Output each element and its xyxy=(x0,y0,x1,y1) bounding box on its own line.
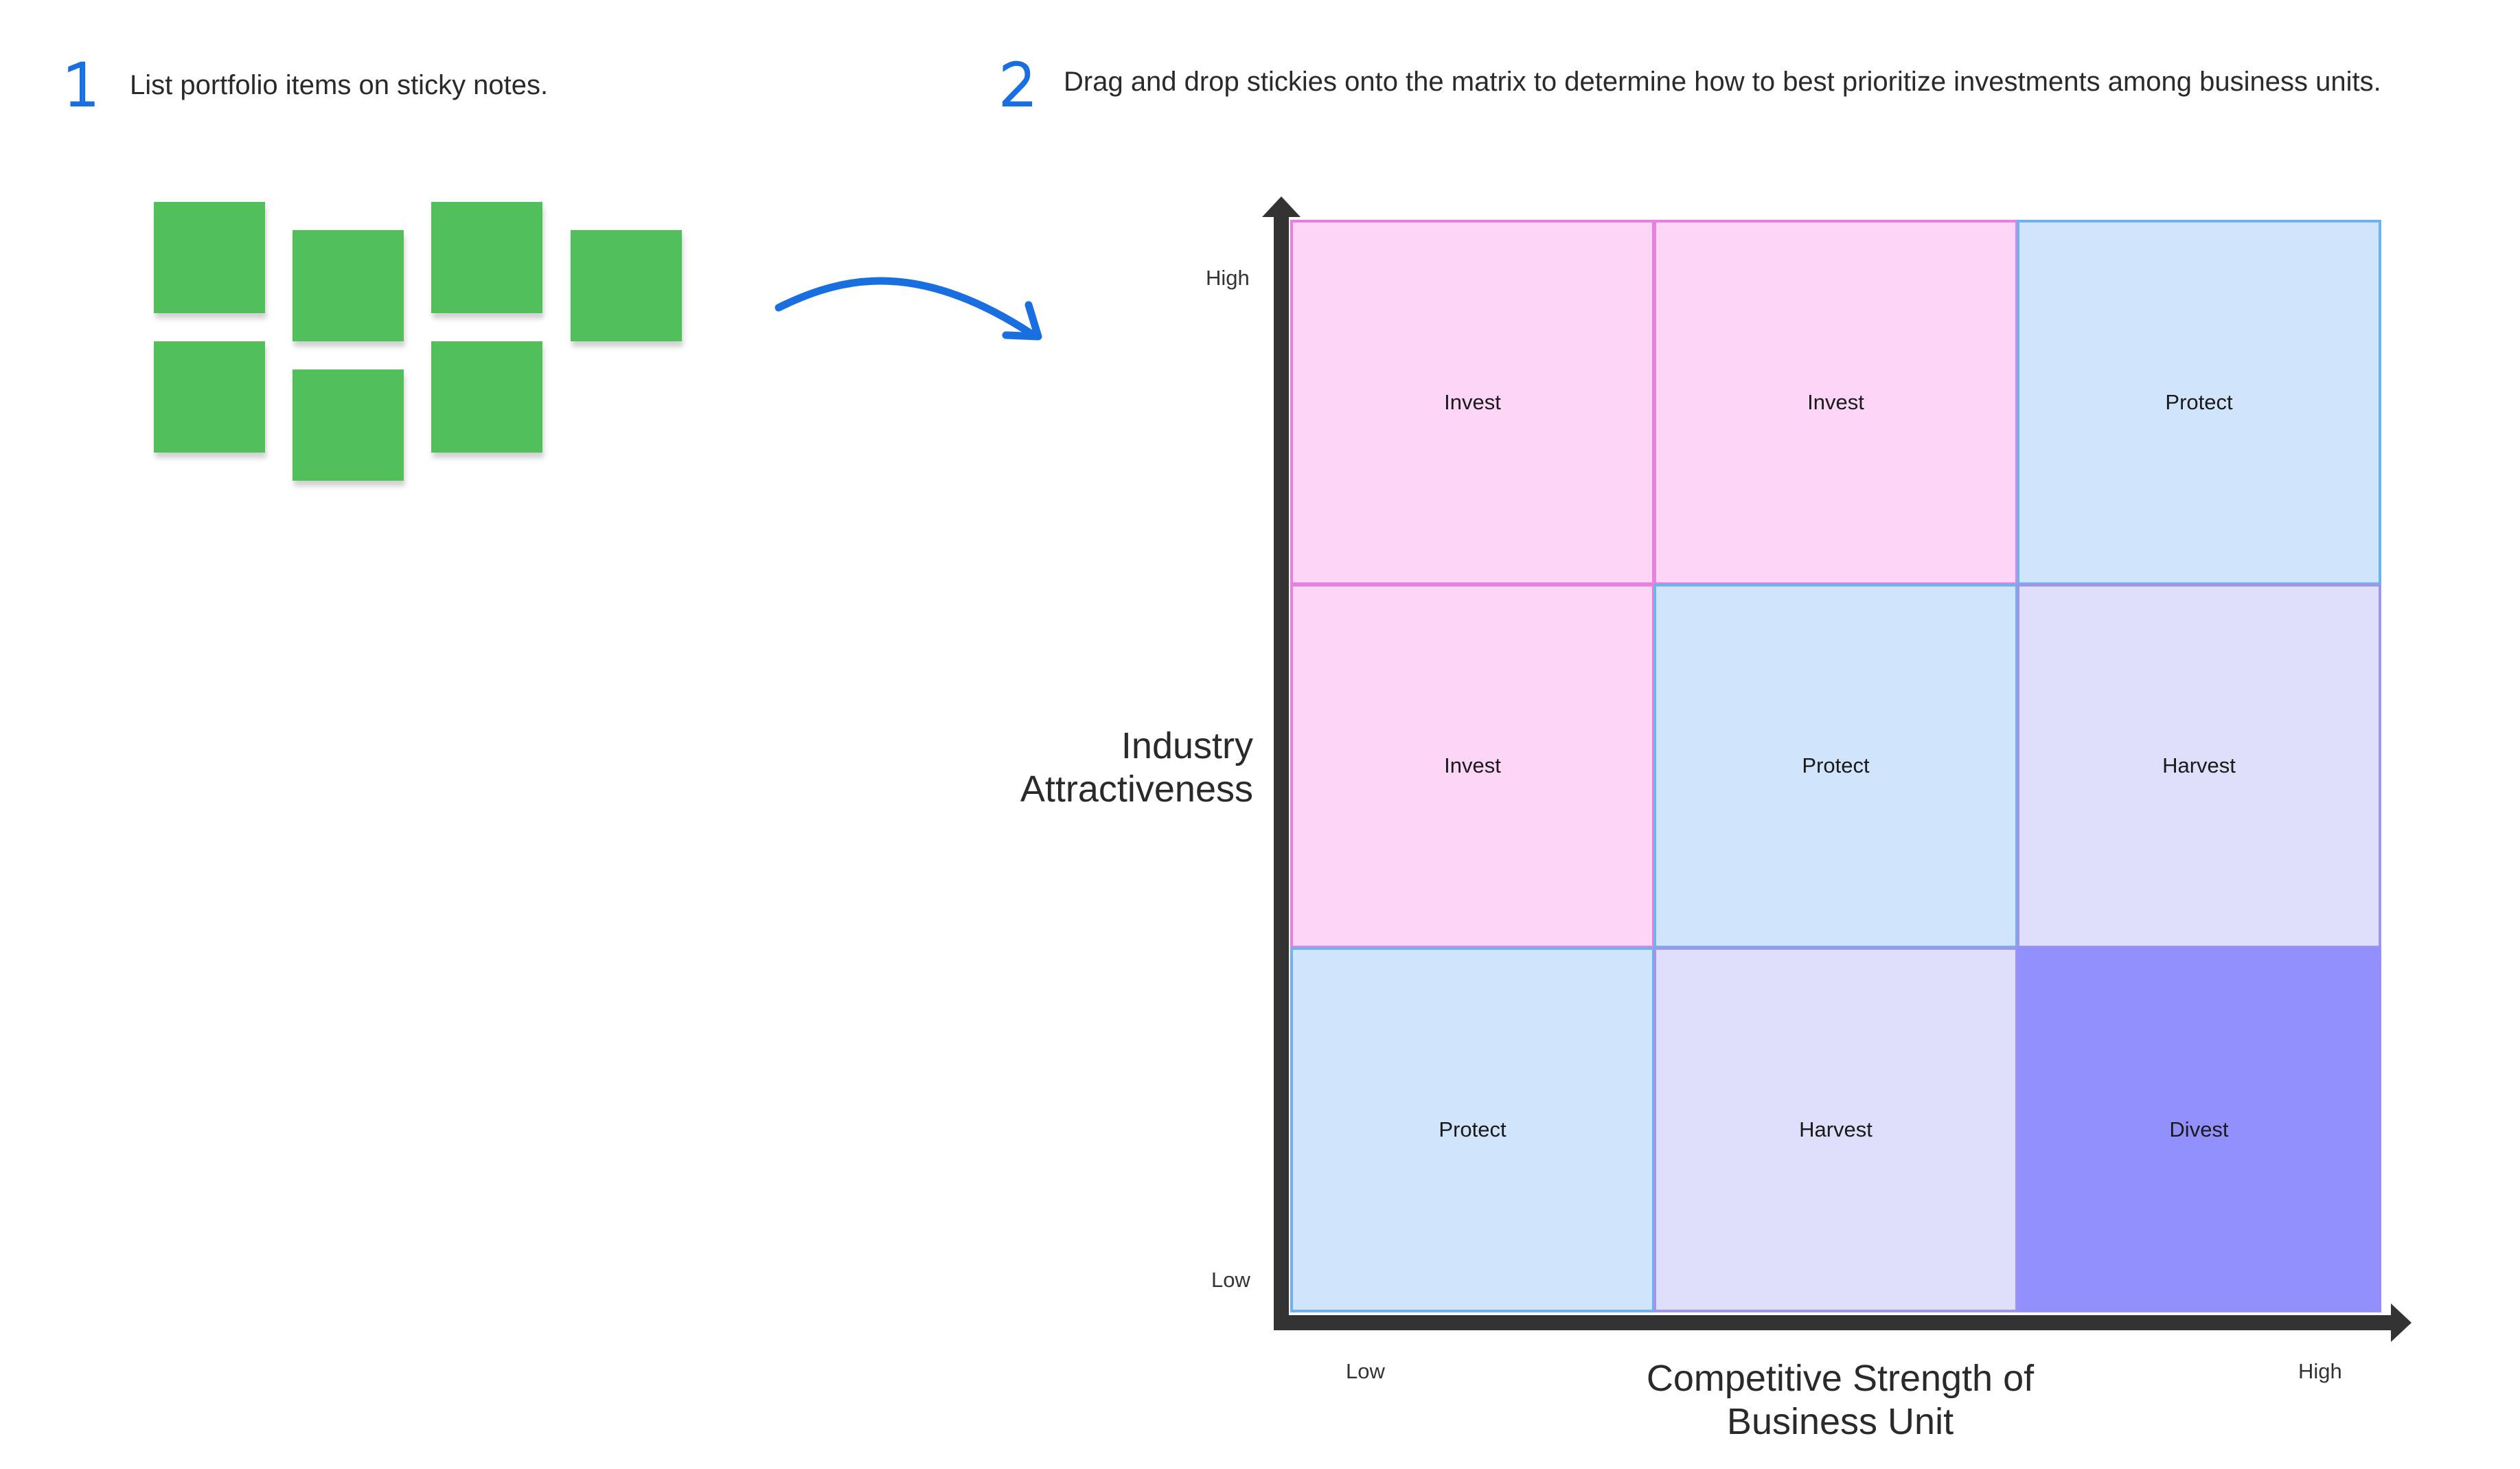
y-axis-arrowhead xyxy=(1262,196,1301,217)
matrix-cell-harvest[interactable]: Harvest xyxy=(2017,583,2381,948)
step-1-number: 1 xyxy=(62,52,101,119)
matrix-cell-label: Protect xyxy=(1802,753,1870,778)
x-axis-title-line1: Competitive Strength of xyxy=(1646,1358,2035,1399)
matrix-cell-label: Protect xyxy=(1439,1117,1507,1141)
x-axis-arrowhead xyxy=(2391,1303,2412,1342)
matrix-cell-label: Protect xyxy=(2165,389,2233,414)
x-axis-title-line2: Business Unit xyxy=(1726,1400,1954,1442)
matrix-cell-label: Invest xyxy=(1444,753,1501,778)
sticky-note[interactable] xyxy=(571,230,682,341)
sticky-note[interactable] xyxy=(431,202,542,313)
matrix-cell-label: Invest xyxy=(1807,389,1864,414)
step-2-number: 2 xyxy=(998,52,1038,119)
matrix-cell-protect[interactable]: Protect xyxy=(2017,220,2381,585)
y-axis-title-line2: Attractiveness xyxy=(1020,768,1253,810)
x-axis-high-label: High xyxy=(2298,1359,2342,1383)
y-axis-title-line1: Industry xyxy=(1121,725,1253,766)
matrix-cell-divest[interactable]: Divest xyxy=(2017,947,2381,1312)
matrix-cell-label: Harvest xyxy=(2162,753,2236,778)
matrix-cell-harvest[interactable]: Harvest xyxy=(1653,947,2018,1312)
matrix-cell-protect[interactable]: Protect xyxy=(1290,947,1655,1312)
sticky-note[interactable] xyxy=(293,230,404,341)
sticky-note[interactable] xyxy=(431,341,542,453)
sticky-note[interactable] xyxy=(154,202,265,313)
x-axis-low-label: Low xyxy=(1346,1359,1385,1383)
x-axis-title: Competitive Strength of Business Unit xyxy=(1634,1357,2046,1443)
y-axis-title: Industry Attractiveness xyxy=(1020,725,1253,810)
step-2-text: Drag and drop stickies onto the matrix t… xyxy=(1064,67,2381,97)
matrix-cell-label: Harvest xyxy=(1799,1117,1872,1141)
matrix-cell-label: Invest xyxy=(1444,389,1501,414)
matrix-cell-label: Divest xyxy=(2169,1117,2229,1141)
step-1-text: List portfolio items on sticky notes. xyxy=(130,70,549,100)
y-axis-high-label: High xyxy=(1206,266,1250,290)
sticky-note[interactable] xyxy=(154,341,265,453)
y-axis-low-label: Low xyxy=(1211,1268,1250,1292)
sticky-note[interactable] xyxy=(293,369,404,481)
matrix-cell-invest[interactable]: Invest xyxy=(1290,583,1655,948)
curved-arrow-icon xyxy=(775,277,1042,341)
